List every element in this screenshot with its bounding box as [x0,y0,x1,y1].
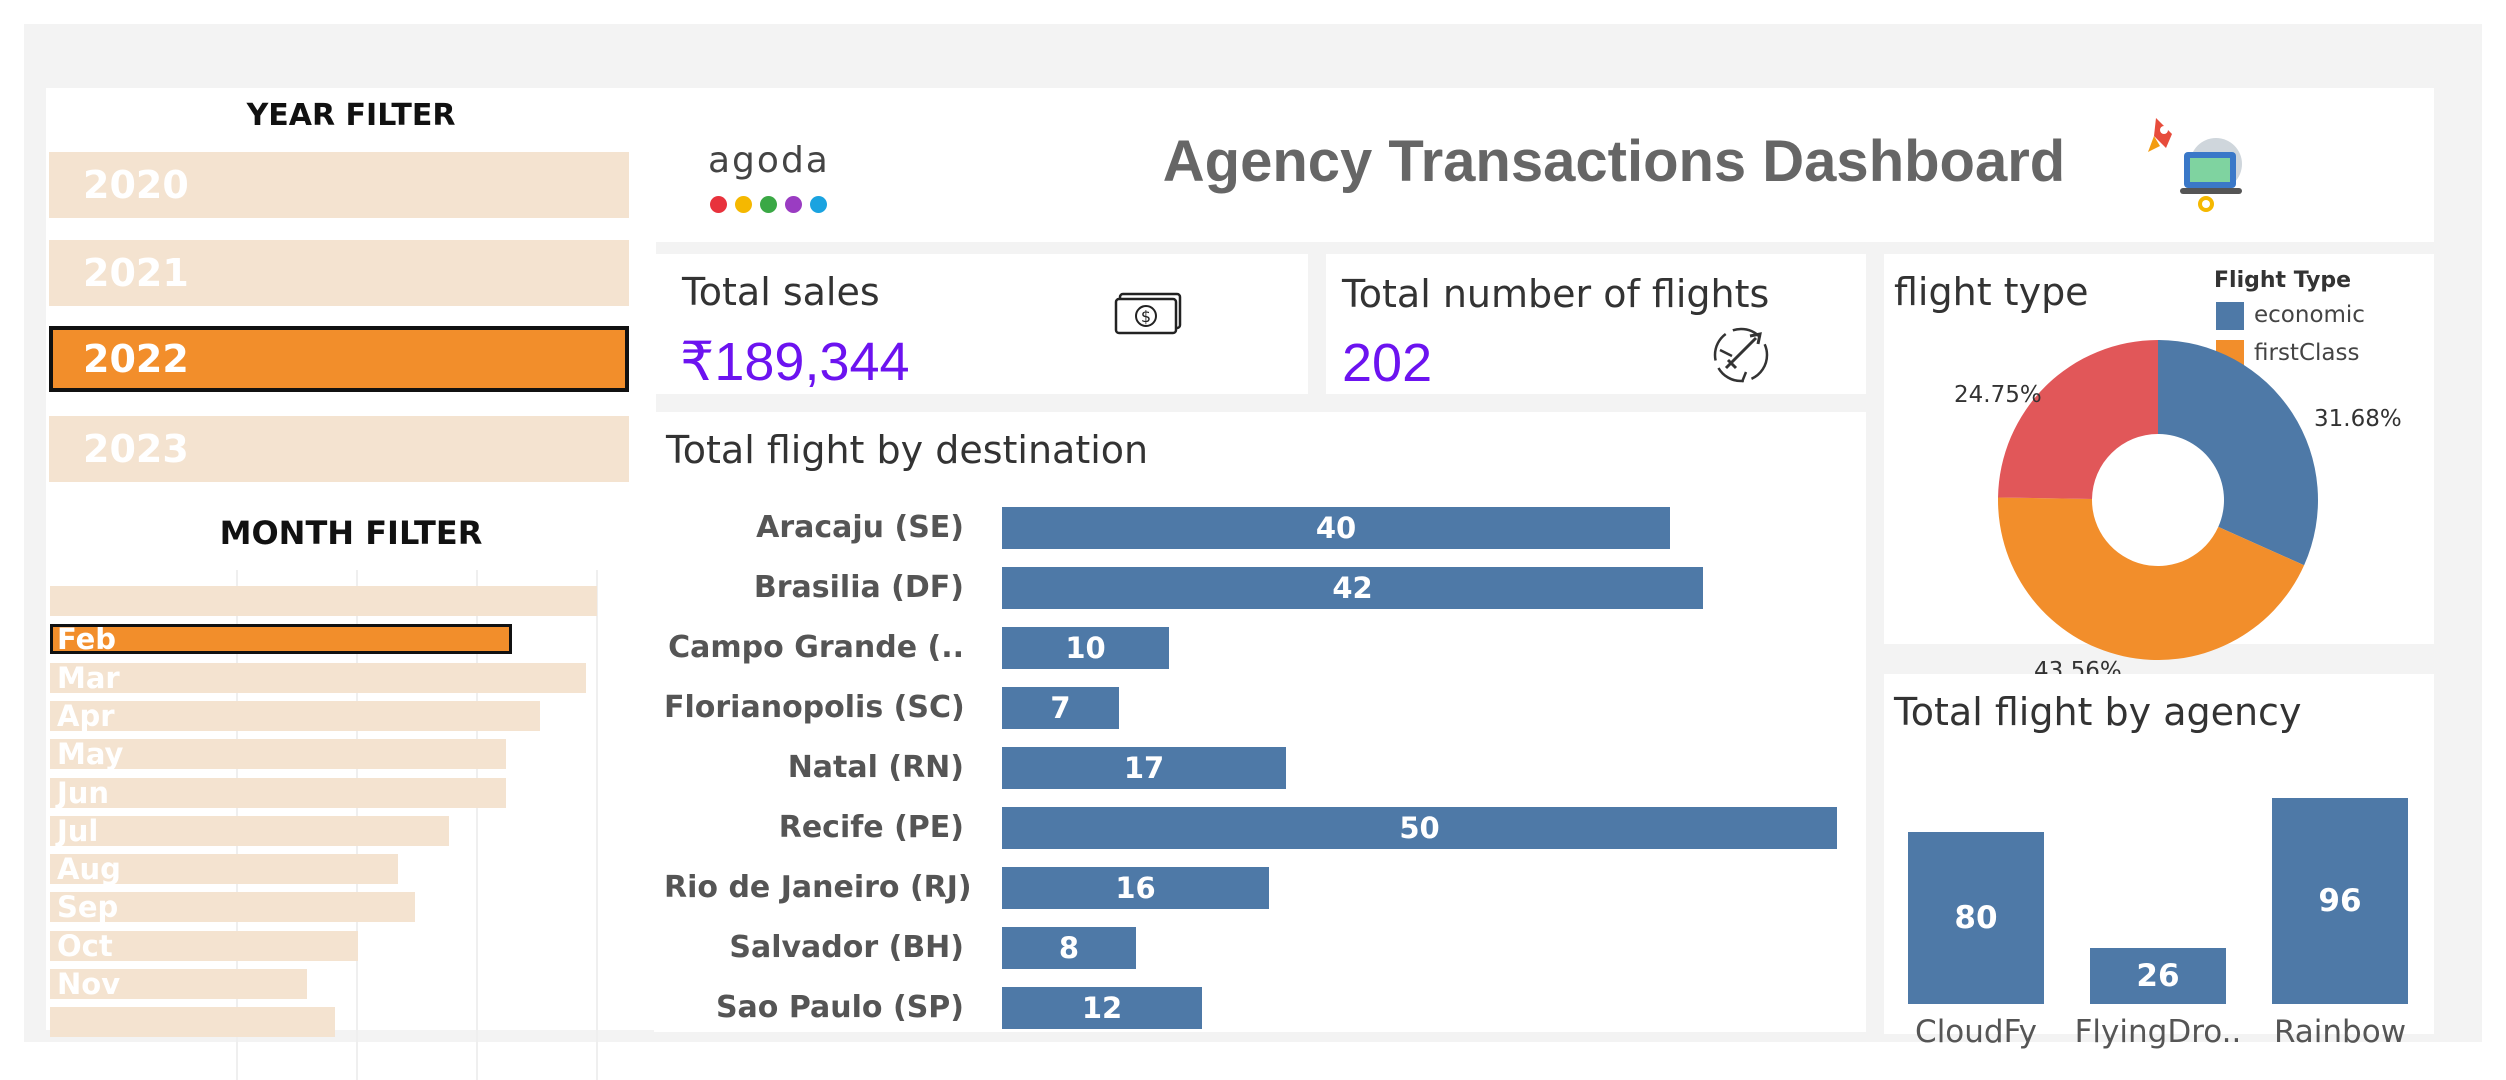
agency-bar[interactable]: 80 [1908,832,2044,1004]
destination-bar[interactable]: 40 [1002,507,1670,549]
donut-slice[interactable] [2158,340,2318,566]
agency-bar[interactable]: 26 [2090,948,2226,1004]
destination-bar[interactable]: 42 [1002,567,1703,609]
year-option-2021[interactable]: 2021 [49,240,629,306]
destination-label: Campo Grande (.. [668,630,964,665]
kpi-total-sales-label: Total sales [682,270,880,314]
month-option[interactable]: Nov [50,969,307,999]
destination-label: Recife (PE) [778,810,964,845]
year-filter-title: YEAR FILTER [246,98,456,133]
destination-axis-labels: Aracaju (SE) Brasilia (DF) Campo Grande (.… [654,412,972,1032]
kpi-total-flights: Total number of flights 202 [1326,254,1866,394]
destination-label: Salvador (BH) [729,930,964,965]
destination-label: Natal (RN) [787,750,964,785]
slice-label: 24.75% [1954,382,2042,408]
logo-dot [760,196,777,213]
month-option[interactable]: Jun [50,777,506,808]
year-option-2020[interactable]: 2020 [49,152,629,218]
destination-label: Florianopolis (SC) [664,690,965,725]
agency-label: FlyingDro.. [2074,1014,2242,1050]
donut-slice[interactable] [1998,340,2158,499]
destination-label: Rio de Janeiro (RJ) [664,870,972,905]
legend-label-firstclass: firstClass [2254,340,2360,366]
globe-plane-icon [1713,327,1769,383]
legend-title: Flight Type [2214,268,2352,293]
agoda-logo: agoda [708,140,830,181]
destination-label: Brasilia (DF) [753,570,964,605]
rocket-laptop-icon [2148,118,2242,212]
flight-type-title: flight type [1894,270,2089,314]
logo-dot [785,196,802,213]
gridline [476,570,478,1080]
destination-bar[interactable]: 7 [1002,687,1119,729]
dashboard-canvas: YEAR FILTER 2020 2021 2022 2023 MONTH FI… [24,24,2482,1080]
destination-label: Sao Paulo (SP) [715,990,964,1025]
destination-chart-title: Total flight by destination [666,428,1149,472]
kpi-total-flights-value: 202 [1342,333,1433,393]
agency-label: Rainbow [2273,1014,2407,1050]
svg-text:$: $ [1141,307,1151,326]
month-option[interactable]: Feb [50,624,512,655]
kpi-total-sales-value: ₹189,344 [680,332,910,392]
slice-label: 31.68% [2314,406,2402,432]
destination-bar[interactable]: 12 [1002,987,1202,1029]
gridline [596,570,598,1080]
agency-chart-panel: Total flight by agency 80 CloudFy 26 Flying… [1884,674,2434,1050]
destination-bar[interactable]: 50 [1002,807,1837,849]
destination-bar[interactable]: 17 [1002,747,1286,789]
legend-swatch-economic [2216,302,2244,330]
cash-icon: $ [1114,292,1182,335]
agency-chart-title: Total flight by agency [1894,690,2302,734]
month-option[interactable]: Apr [50,700,540,731]
donut-slice[interactable] [1998,497,2305,660]
destination-bar[interactable]: 8 [1002,927,1136,969]
flight-type-donut [1998,340,2318,660]
page-title: Agency Transactions Dashboard [1162,129,2066,194]
flight-type-panel: flight type Flight Type economic firstCl… [1884,254,2434,684]
logo-dot [810,196,827,213]
header-panel: agoda Agency Transactions Dashboard [654,88,2434,242]
logo-dot [710,196,727,213]
month-option[interactable]: Jul [50,815,449,846]
month-option[interactable]: Oct [50,930,358,961]
legend-label-economic: economic [2254,302,2365,328]
kpi-total-flights-label: Total number of flights [1342,272,1770,316]
year-filter-panel: YEAR FILTER 2020 2021 2022 2023 [46,88,656,500]
month-filter-panel: MONTH FILTER Feb Mar Apr May Jun Jul Aug Sep Oct… [46,500,656,1080]
year-option-2022[interactable]: 2022 [49,326,629,392]
month-option[interactable] [50,586,597,616]
agency-label: CloudFy [1915,1014,2037,1050]
destination-label: Aracaju (SE) [756,510,964,545]
month-filter-title: MONTH FILTER [219,514,483,552]
year-option-2023[interactable]: 2023 [49,416,629,482]
logo-dot [735,196,752,213]
destination-bar[interactable]: 10 [1002,627,1169,669]
agency-bar[interactable]: 96 [2272,798,2408,1004]
month-option[interactable] [50,1007,335,1038]
month-option[interactable]: Mar [50,662,586,693]
kpi-total-sales: Total sales ₹189,344 $ [654,254,1308,394]
month-option[interactable]: May [50,739,506,770]
month-option[interactable]: Aug [50,854,398,885]
month-option[interactable]: Sep [50,892,415,923]
destination-chart-panel: Total flight by destination Aracaju (SE)… [654,412,1866,1032]
destination-bar[interactable]: 16 [1002,867,1269,909]
